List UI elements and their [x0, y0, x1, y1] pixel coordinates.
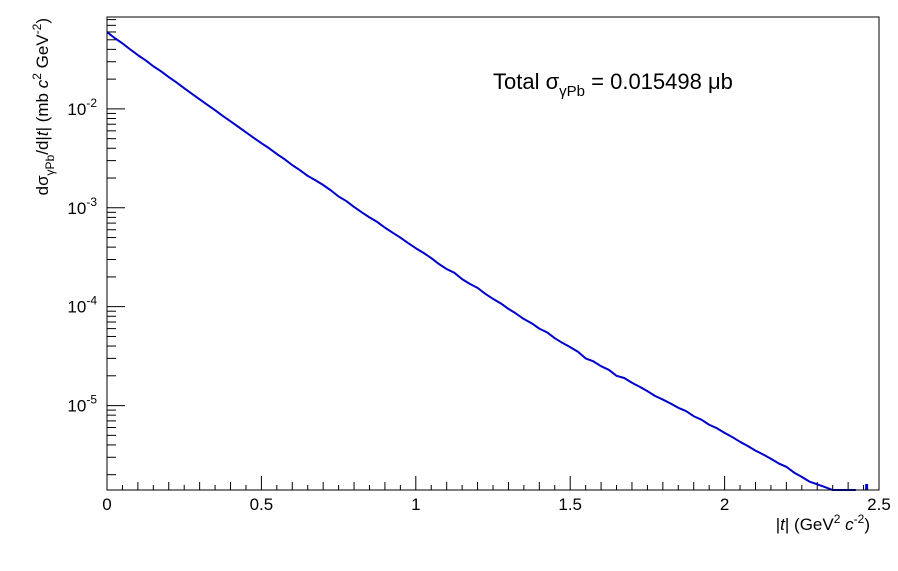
y-tick-label: 10-3	[67, 195, 97, 218]
x-tick-label: 0	[102, 495, 111, 514]
y-tick-label: 10-2	[67, 96, 97, 119]
data-line	[106, 31, 856, 491]
x-tick-label: 2	[720, 495, 729, 514]
axes: 0 0.5 1 1.5 2 2.5 10-5 10-4 10-3 10-2	[67, 19, 891, 514]
x-axis-title: |t| (GeV2 c-2)	[776, 512, 870, 534]
x-tick-label: 1	[411, 495, 420, 514]
x-tick-label: 0.5	[250, 495, 274, 514]
total-cross-section-annotation: Total σγPb = 0.015498 μb	[493, 69, 733, 100]
y-tick-label: 10-4	[67, 294, 97, 317]
data-series	[106, 31, 869, 491]
x-tick-label: 1.5	[558, 495, 582, 514]
plot-frame	[106, 16, 880, 491]
y-axis-title: dσγPb/d|t| (mb c2 GeV-2)	[30, 18, 57, 195]
x-tick-label: 2.5	[867, 495, 891, 514]
y-tick-label: 10-5	[67, 393, 97, 416]
